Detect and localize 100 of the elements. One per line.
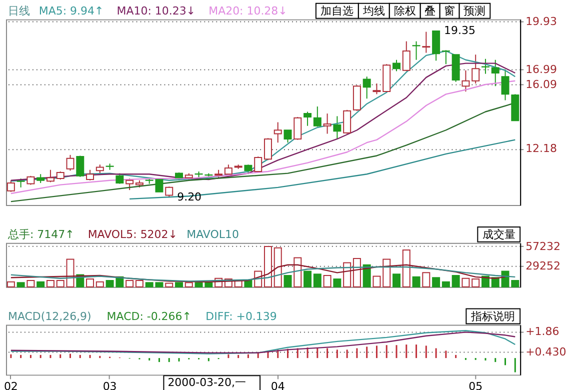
y-tick-label: +0.430: [526, 345, 566, 358]
bar: [352, 258, 361, 288]
bar: [472, 278, 480, 288]
candlestick: [392, 59, 400, 72]
candlestick: [86, 169, 94, 181]
line-series: [128, 139, 516, 200]
text: 成交量: [482, 228, 516, 241]
candlestick: [481, 58, 490, 74]
candlestick: [432, 30, 440, 62]
bar: [323, 275, 332, 288]
bar: [313, 274, 322, 288]
candlestick: [323, 113, 332, 134]
bar: [422, 272, 430, 288]
text: MAVOL10: [186, 228, 239, 241]
bar: [96, 281, 104, 288]
candlestick: [462, 70, 470, 92]
bar: [294, 257, 302, 288]
x-tick-label: 03: [102, 380, 117, 390]
bar: [304, 270, 312, 288]
bar: [165, 282, 174, 288]
bar: [432, 277, 440, 288]
x-tick-label: 05: [468, 380, 483, 390]
candlestick: [352, 84, 361, 112]
text: 加自选: [320, 4, 354, 18]
y-tick-label: 16.99: [526, 63, 557, 76]
candlestick: [264, 138, 272, 161]
candlestick: [274, 122, 282, 144]
x-tick-label: 04: [270, 380, 285, 390]
candlestick: [126, 178, 134, 191]
chart-title: 日线: [8, 4, 30, 18]
text: 窗: [444, 4, 455, 18]
bar: [86, 278, 94, 288]
text: 指标说明: [470, 310, 516, 323]
candlestick: [313, 106, 322, 128]
bar: [402, 250, 410, 288]
text: 预测: [464, 4, 486, 18]
bar: [284, 275, 292, 288]
y-tick-label: 29252: [526, 260, 560, 273]
candlestick: [66, 154, 74, 172]
candlestick: [412, 40, 420, 60]
bar: [372, 276, 381, 288]
y-tick-label: 16.09: [526, 78, 557, 91]
bar: [343, 262, 352, 288]
text: 除权: [394, 4, 416, 18]
bar: [36, 281, 45, 288]
bar: [274, 247, 282, 288]
bar: [244, 280, 252, 288]
bar: [333, 278, 342, 288]
bar: [184, 282, 193, 288]
candlestick: [6, 180, 15, 192]
series-label: 总手: 7147↑: [6, 228, 74, 241]
bar: [452, 275, 460, 288]
text: DIFF: +0.139: [206, 310, 277, 323]
bar: [6, 281, 15, 288]
bar: [511, 280, 520, 288]
candlestick: [96, 164, 104, 175]
text: MACD: -0.266↑: [106, 310, 192, 323]
candlestick: [372, 83, 381, 95]
candlestick: [165, 186, 174, 198]
bar: [442, 281, 450, 288]
candlestick: [76, 155, 84, 178]
y-tick-label: 12.18: [526, 142, 557, 156]
candlestick: [442, 50, 450, 65]
bar: [56, 280, 64, 288]
x-tick-label: 02: [4, 380, 18, 390]
bar: [392, 274, 400, 288]
bar: [135, 280, 144, 288]
candlestick: [46, 169, 54, 183]
candlestick: [472, 54, 480, 84]
text: 2000-03-20,一: [168, 376, 246, 390]
bar: [264, 246, 272, 288]
candlestick: [491, 59, 500, 87]
candlestick: [362, 76, 371, 100]
bar: [46, 280, 54, 288]
text: MAVOL5: 5202↓: [88, 228, 178, 241]
bar: [175, 282, 183, 288]
annotation: 19.35: [444, 24, 476, 37]
candlestick: [254, 156, 262, 173]
candlestick: [501, 68, 510, 101]
bar: [462, 278, 470, 288]
bar: [126, 280, 134, 288]
text: MA5: 9.94↑: [38, 4, 104, 18]
bar: [412, 276, 420, 288]
y-tick-label: +1.86: [526, 325, 560, 338]
text: 叠: [424, 4, 436, 18]
bar: [382, 258, 391, 288]
candlestick: [304, 111, 312, 126]
chart-title: MACD(12,26,9): [8, 310, 92, 323]
y-tick-label: 19.93: [526, 14, 557, 28]
y-tick-label: 57232: [526, 240, 560, 253]
candlestick: [343, 109, 352, 134]
candlestick: [333, 116, 342, 140]
candlestick: [402, 40, 410, 72]
text: MA20: 10.28↓: [208, 4, 288, 18]
candlestick: [294, 116, 302, 140]
bar: [16, 282, 25, 288]
text: 均线: [362, 4, 385, 18]
text: MA10: 10.23↓: [116, 4, 196, 18]
bar: [26, 280, 35, 288]
candlestick: [422, 31, 430, 54]
